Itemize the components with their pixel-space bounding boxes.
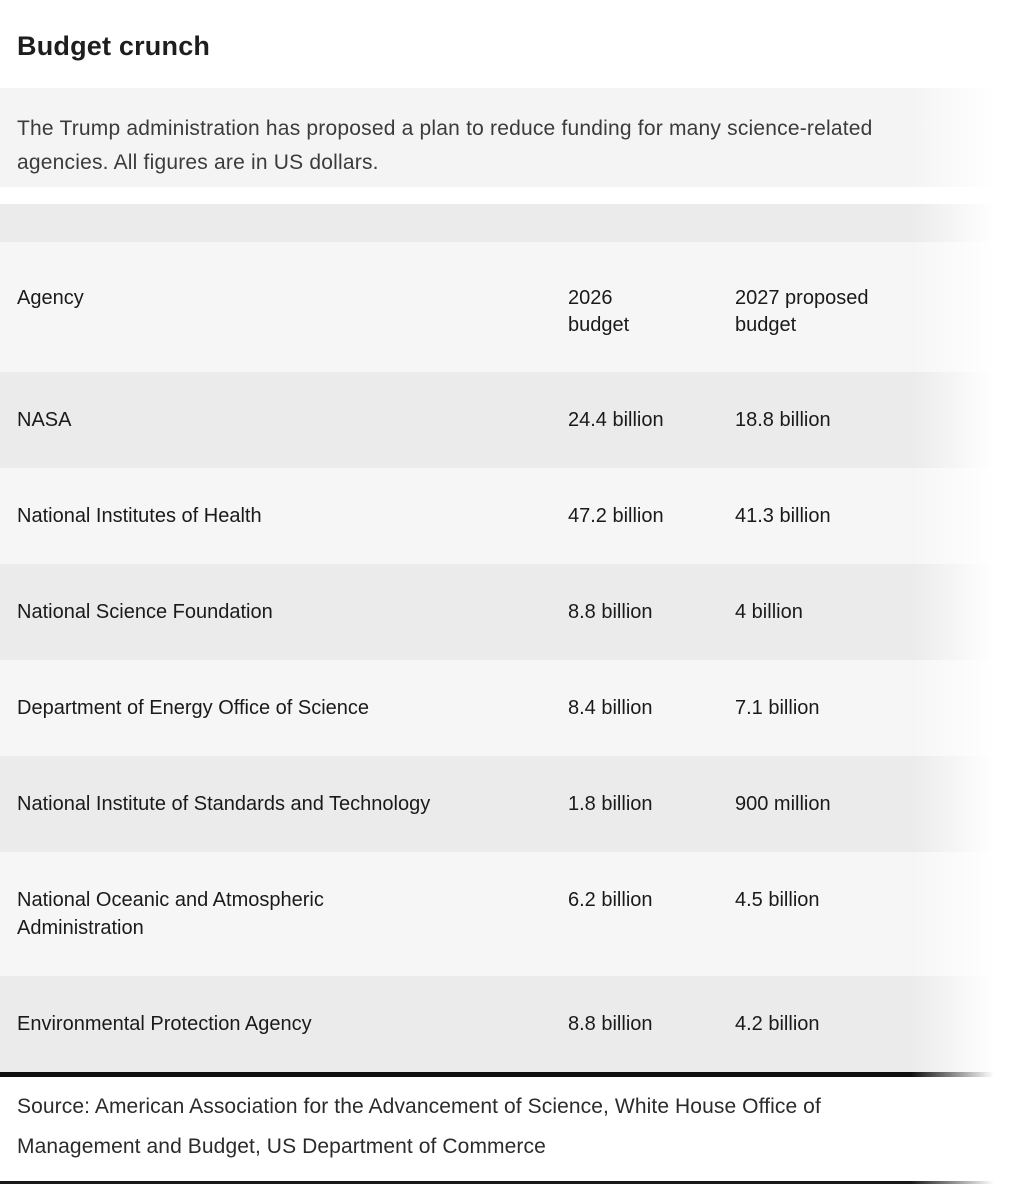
budget-2027-cell: 18.8 billion bbox=[735, 409, 831, 431]
table-row: National Institutes of Health 47.2 billio… bbox=[0, 468, 1026, 564]
budget-2026-cell: 8.8 billion bbox=[568, 1013, 653, 1035]
budget-2027-cell: 7.1 billion bbox=[735, 697, 820, 719]
description-band: The Trump administration has proposed a … bbox=[0, 88, 1026, 187]
budget-2027-cell: 900 million bbox=[735, 793, 831, 815]
title-section: Budget crunch bbox=[0, 0, 1026, 88]
table-body: NASA 24.4 billion 18.8 billion National Ins… bbox=[0, 372, 1026, 1072]
description-text: The Trump administration has proposed a … bbox=[17, 117, 873, 174]
agency-cell: National Institute of Standards and Tech… bbox=[17, 793, 431, 815]
budget-2026-cell: 1.8 billion bbox=[568, 793, 653, 815]
table-row: Department of Energy Office of Science 8.… bbox=[0, 660, 1026, 756]
agency-cell: National Science Foundation bbox=[17, 601, 273, 623]
budget-2026-cell: 8.4 billion bbox=[568, 697, 653, 719]
agency-cell: Department of Energy Office of Science bbox=[17, 697, 370, 719]
budget-2027-cell: 41.3 billion bbox=[735, 505, 831, 527]
budget-2026-cell: 24.4 billion bbox=[568, 409, 664, 431]
table-row: NASA 24.4 billion 18.8 billion bbox=[0, 372, 1026, 468]
source-note: Source: American Association for the Adv… bbox=[17, 1095, 821, 1158]
footer-rule bbox=[0, 1181, 1026, 1184]
budget-2027-cell: 4.2 billion bbox=[735, 1013, 820, 1035]
table-row: National Institute of Standards and Tech… bbox=[0, 756, 1026, 852]
budget-2026-cell: 47.2 billion bbox=[568, 505, 664, 527]
budget-2026-cell: 8.8 billion bbox=[568, 601, 653, 623]
table-top-band bbox=[0, 204, 1026, 242]
agency-cell: NASA bbox=[17, 409, 72, 431]
agency-cell: National Oceanic and Atmospheric Adminis… bbox=[17, 889, 324, 939]
divider-gap bbox=[0, 187, 1026, 204]
table-row: National Oceanic and Atmospheric Adminis… bbox=[0, 852, 1026, 976]
budget-2026-cell: 6.2 billion bbox=[568, 889, 653, 911]
table-header-row: Agency 2026 budget 2027 proposed budget bbox=[0, 242, 1026, 372]
column-header-2027-proposed-budget: 2027 proposed budget bbox=[735, 287, 869, 336]
table-row: National Science Foundation 8.8 billion 4 … bbox=[0, 564, 1026, 660]
agency-cell: National Institutes of Health bbox=[17, 505, 262, 527]
table-bottom-rule bbox=[0, 1072, 1026, 1077]
page-title: Budget crunch bbox=[17, 31, 211, 61]
budget-2027-cell: 4.5 billion bbox=[735, 889, 820, 911]
agency-cell: Environmental Protection Agency bbox=[17, 1013, 312, 1035]
budget-2027-cell: 4 billion bbox=[735, 601, 803, 623]
table-row: Environmental Protection Agency 8.8 billi… bbox=[0, 976, 1026, 1072]
column-header-2026-budget: 2026 budget bbox=[568, 287, 630, 336]
column-header-agency: Agency bbox=[17, 287, 84, 309]
